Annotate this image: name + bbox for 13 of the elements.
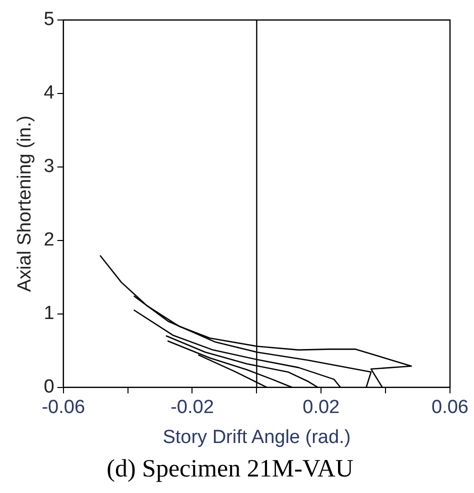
x-tick-label: -0.02 — [170, 397, 214, 418]
y-tick-label: 2 — [44, 230, 54, 251]
x-tick-label: -0.06 — [42, 397, 86, 418]
y-tick-label: 5 — [44, 9, 54, 30]
x-tick-label: 0.02 — [302, 397, 340, 418]
y-tick-label: 1 — [44, 303, 54, 324]
y-tick-label: 3 — [44, 156, 54, 178]
x-axis-title: Story Drift Angle (rad.) — [162, 426, 351, 448]
y-tick-label: 4 — [44, 82, 55, 104]
y-axis-title: Axial Shortening (in.) — [14, 116, 36, 292]
y-tick-label: 0 — [44, 376, 54, 398]
x-tick-label: 0.06 — [432, 397, 468, 418]
text: (d) Specimen 21M-VAU — [106, 456, 354, 483]
